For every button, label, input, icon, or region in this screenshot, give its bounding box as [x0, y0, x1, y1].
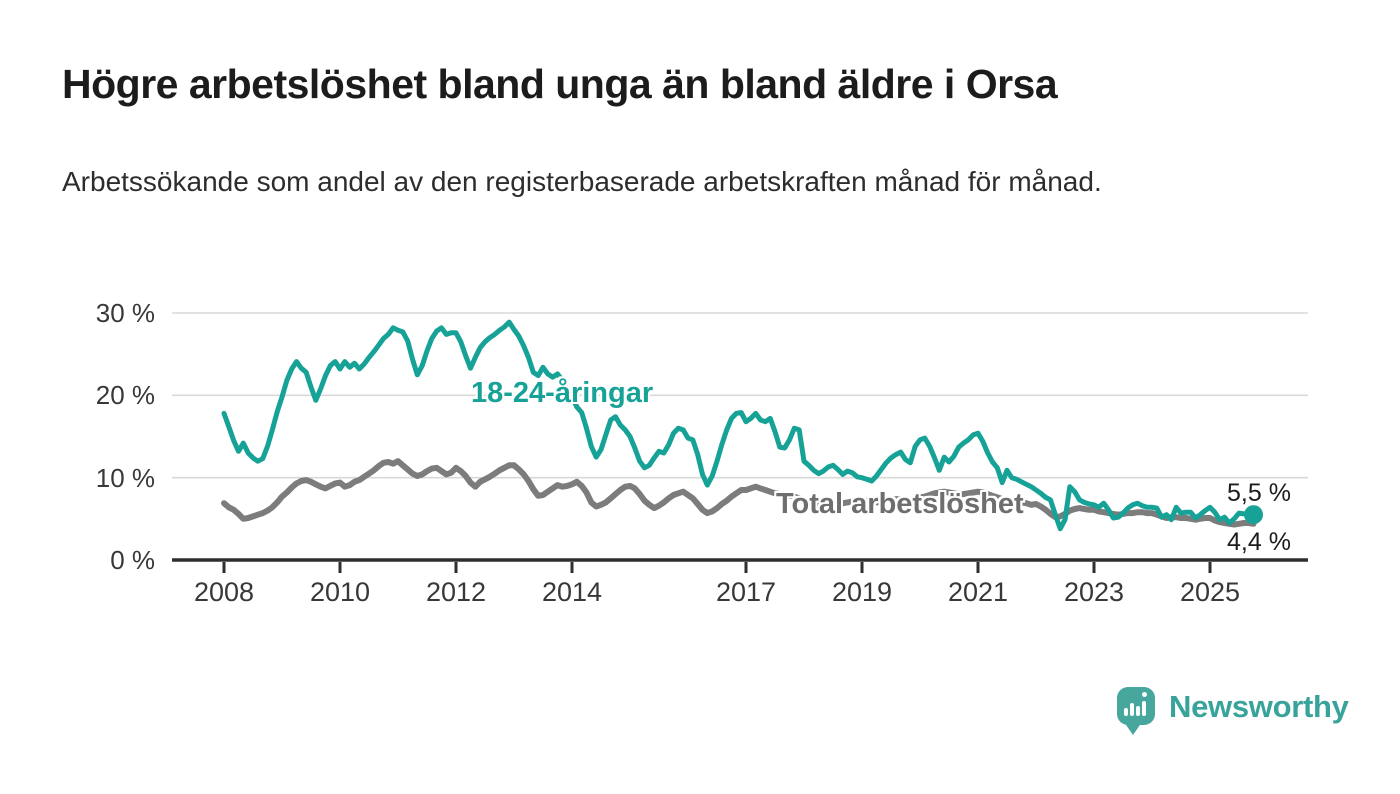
series-line: [221, 319, 1256, 532]
logo-bar-icon: [1124, 708, 1128, 716]
x-tick-label: 2023: [1063, 577, 1125, 607]
y-tick-label: 20 %: [95, 380, 155, 411]
logo-bar-icon: [1136, 706, 1140, 716]
x-tick-label: 2008: [193, 577, 255, 607]
page-subtitle: Arbetssökande som andel av den registerb…: [62, 166, 1102, 197]
logo-bar-icon: [1130, 703, 1134, 716]
x-tick-label: 2019: [831, 577, 893, 607]
newsworthy-logo-icon: [1117, 687, 1155, 735]
end-value-young: 5,5 %: [1227, 479, 1291, 507]
x-tick-label: 2021: [947, 577, 1009, 607]
series-label-young: 18-24-åringar: [471, 377, 654, 409]
x-tick-label: 2010: [309, 577, 371, 607]
y-tick-label: 10 %: [95, 462, 155, 493]
series-label-total: Total arbetslöshet: [776, 488, 1024, 520]
series-end-dot: [1244, 505, 1263, 525]
page-title: Högre arbetslöshet bland unga än bland ä…: [62, 61, 1058, 107]
newsworthy-logo-text: Newsworthy: [1169, 689, 1349, 724]
logo-exclamation-dot-icon: [1141, 692, 1147, 697]
end-value-total: 4,4 %: [1227, 528, 1291, 556]
series-line: [221, 458, 1257, 528]
y-tick-label: 30 %: [95, 298, 155, 328]
x-tick-label: 2017: [715, 577, 777, 607]
x-tick-label: 2012: [425, 577, 487, 607]
x-tick-label: 2014: [541, 577, 603, 607]
x-tick-label: 2025: [1179, 577, 1241, 607]
y-tick-label: 0 %: [110, 545, 155, 575]
logo-exclamation-icon: [1142, 701, 1146, 716]
newsworthy-logo: Newsworthy: [1117, 687, 1349, 739]
